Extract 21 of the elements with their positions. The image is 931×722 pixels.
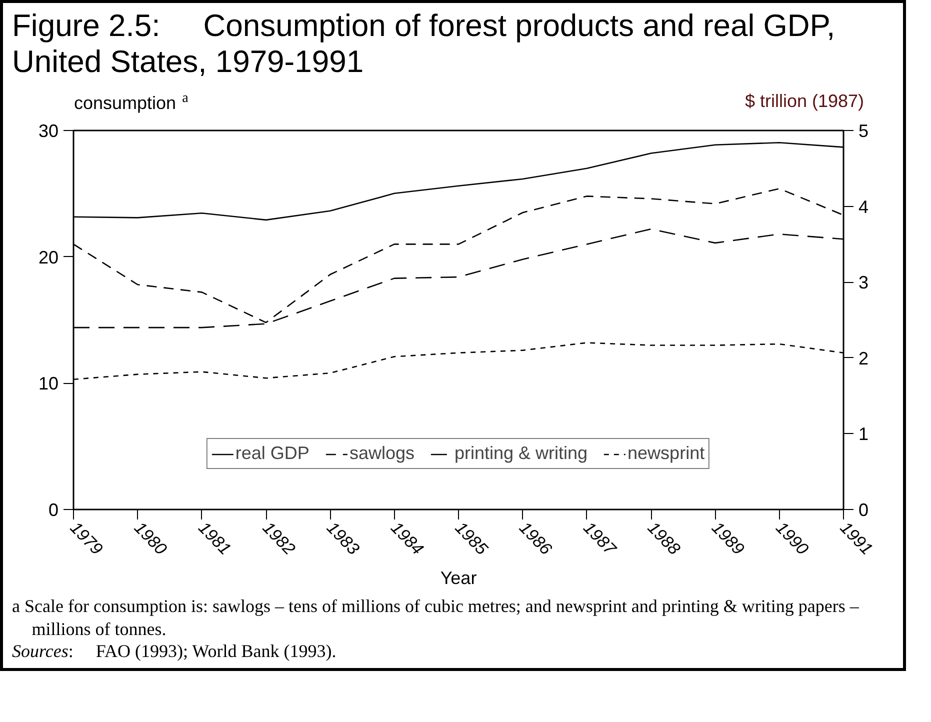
- source-note: Sources: FAO (1993); World Bank (1993).: [12, 640, 338, 663]
- y2-tick-label: 0: [858, 500, 869, 520]
- y2-tick-label: 2: [858, 348, 869, 369]
- legend-label: newsprint: [628, 443, 705, 464]
- y2-tick-label: 5: [858, 121, 869, 142]
- y-tick-label: 30: [38, 121, 59, 142]
- y-tick-label: 0: [48, 500, 59, 520]
- legend-label: sawlogs: [349, 443, 414, 464]
- y-tick-label: 20: [38, 248, 59, 268]
- y2-tick-label: 3: [858, 272, 869, 293]
- y2-tick-label: 4: [858, 197, 869, 218]
- legend-label: printing & writing: [454, 443, 588, 464]
- y-tick-label: 10: [38, 374, 59, 394]
- y-axis-title: consumption$^{a}$: [74, 90, 188, 116]
- legend-label: real GDP: [235, 443, 310, 464]
- y2-axis-title: $ trillion (1987): [744, 90, 864, 114]
- x-axis-title: Year: [440, 568, 477, 588]
- y2-tick-label: 1: [858, 424, 869, 444]
- x-tick-label: 1987: [580, 518, 620, 560]
- text: a Scale for consumption is: sawlogs – tens of millions of cubic metres; and newsprint and printing & writing papers – millions of tonnes.: [12, 595, 860, 640]
- chart-title: Figure 2.5: Consumption of forest products and real GDP, United States, 1979-1991: [11, 8, 836, 80]
